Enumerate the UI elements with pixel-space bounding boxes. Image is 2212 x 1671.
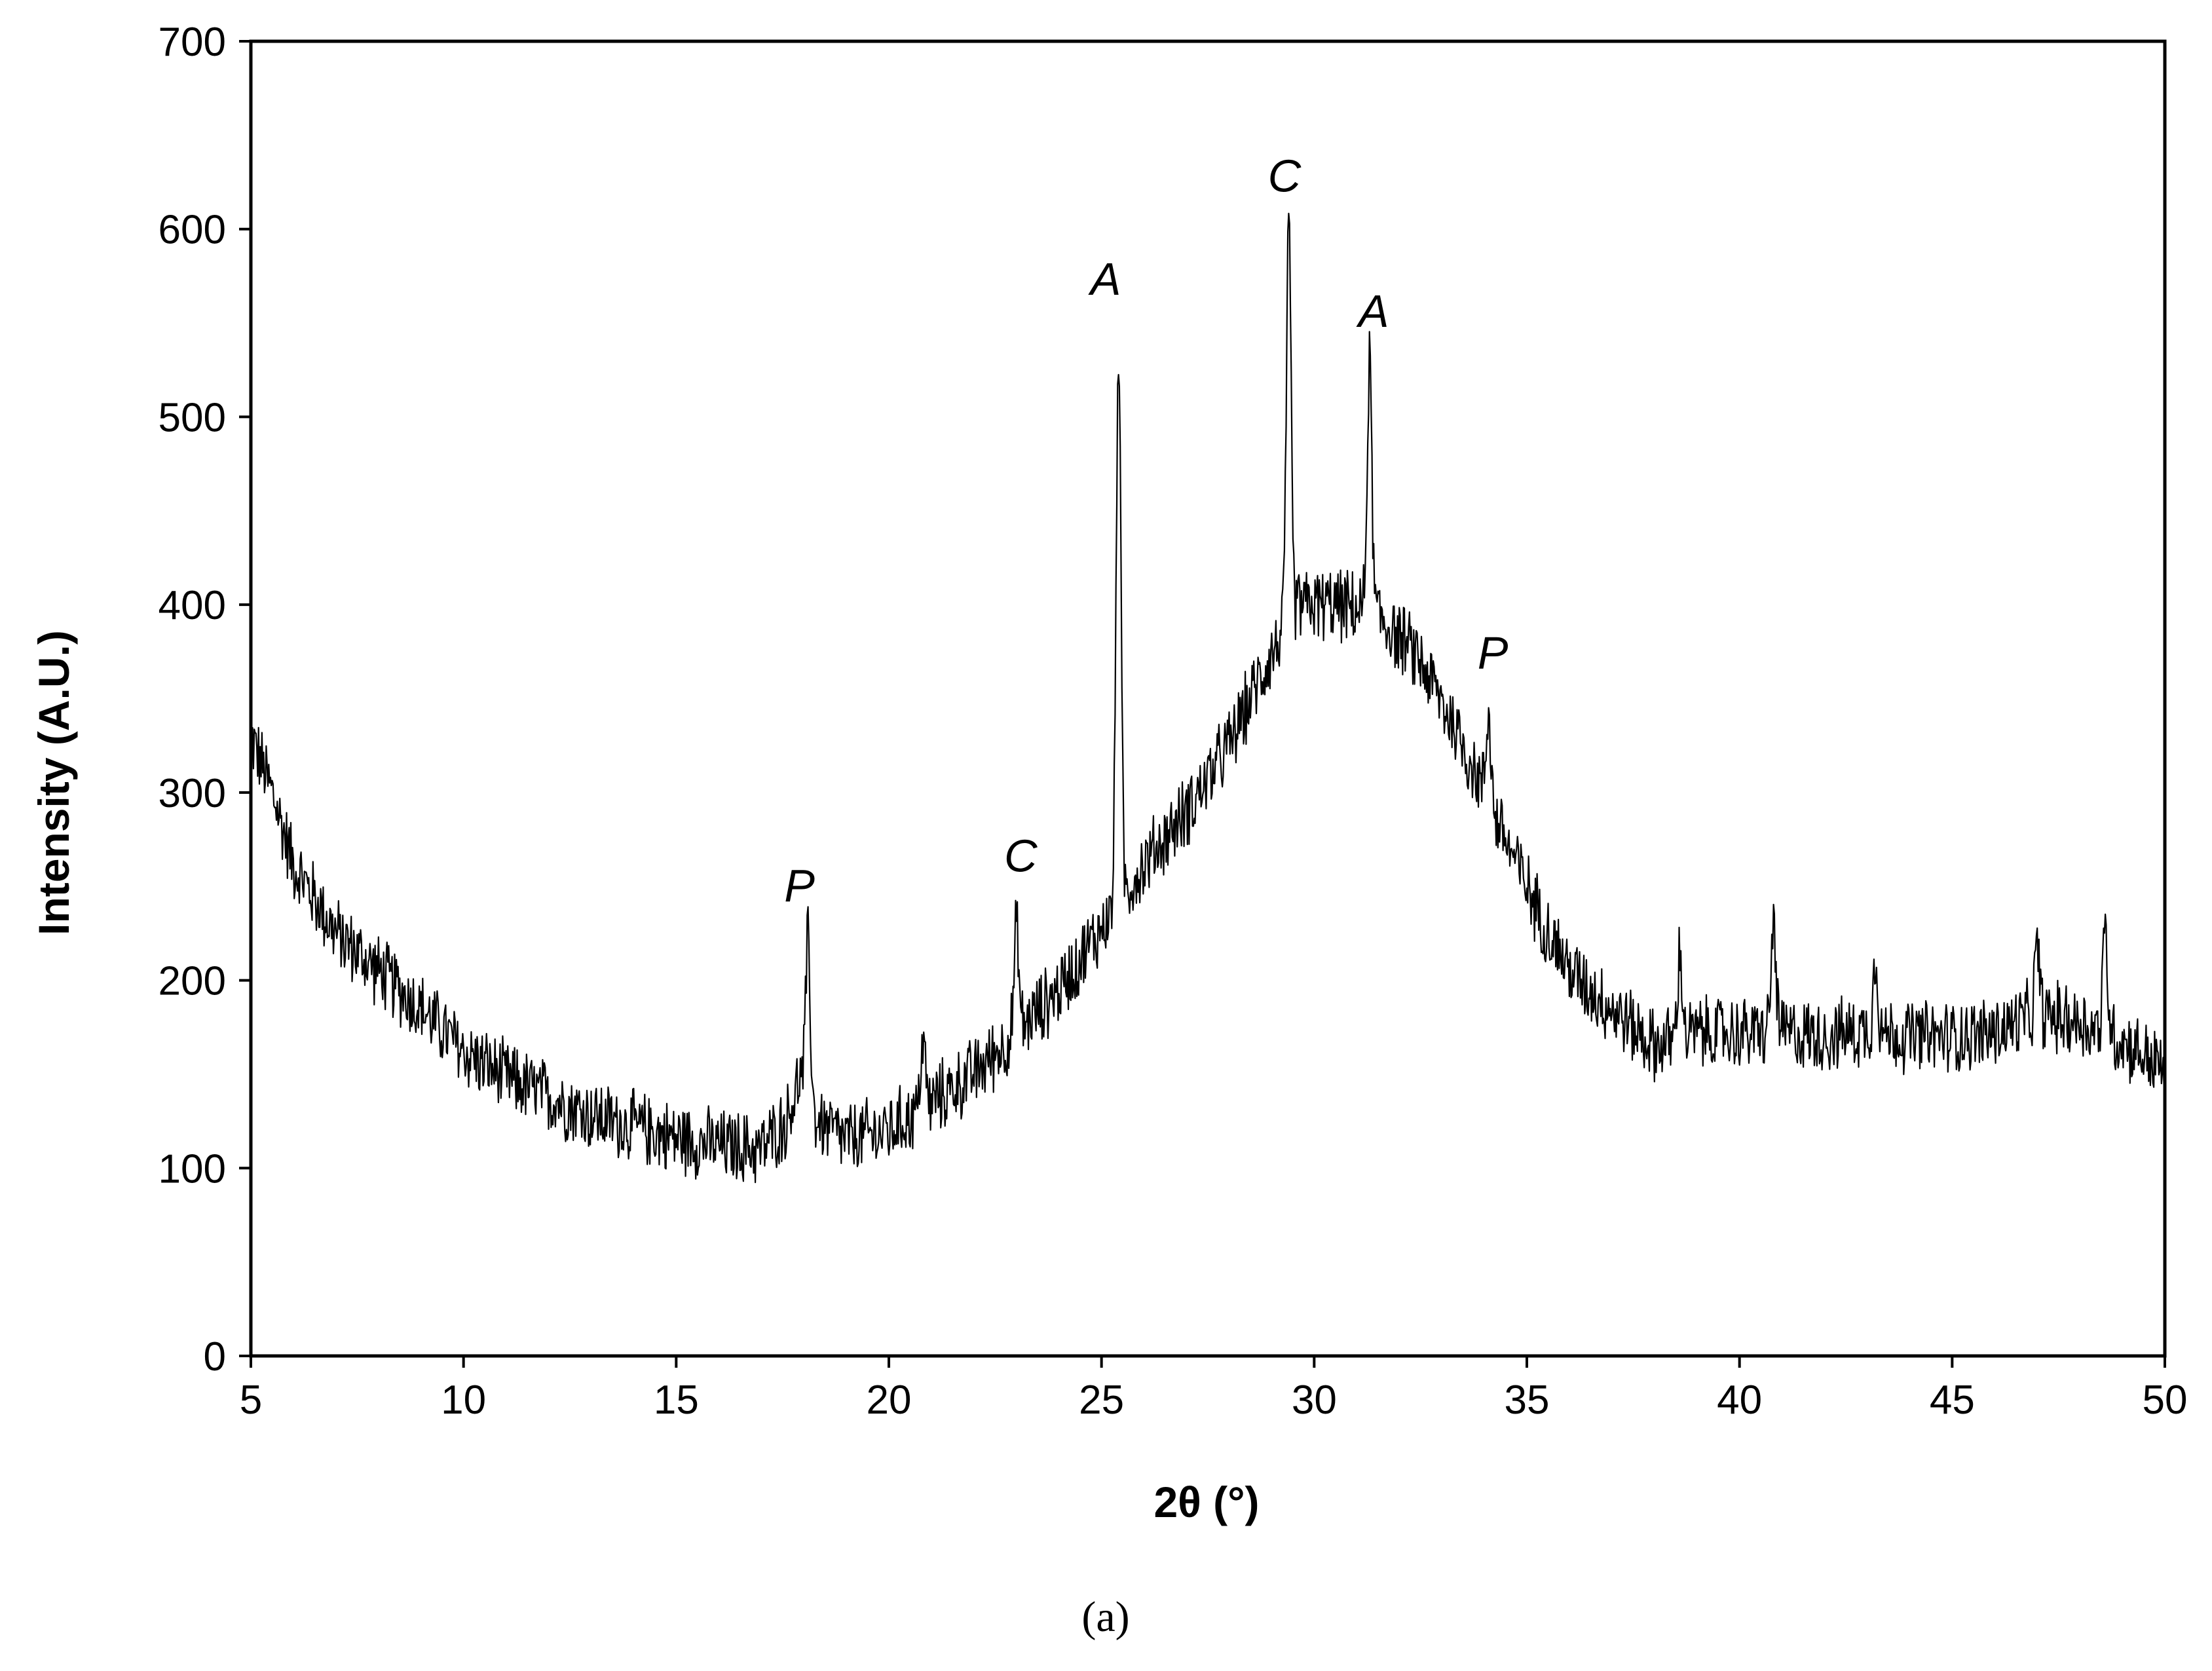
y-tick-label-4: 400	[159, 583, 226, 628]
panel-caption: (a)	[1081, 1593, 1129, 1641]
x-tick-label-0: 5	[240, 1378, 262, 1423]
x-tick-label-8: 45	[1930, 1378, 1975, 1423]
y-tick-label-0: 0	[204, 1334, 226, 1380]
peak-label-c-3: C	[1268, 150, 1302, 201]
plot-frame	[249, 39, 2167, 1358]
plot-area	[249, 39, 2167, 1358]
peak-label-p-5: P	[1478, 628, 1509, 679]
x-axis-title: 2θ (°)	[1153, 1478, 1259, 1526]
series-line-intensity	[250, 212, 2166, 1184]
peak-label-p-0: P	[784, 860, 815, 911]
peak-label-a-4: A	[1356, 286, 1389, 337]
peak-label-c-1: C	[1004, 830, 1038, 881]
x-tick-label-9: 50	[2143, 1378, 2188, 1423]
y-tick-label-7: 700	[159, 20, 226, 65]
x-tick-label-1: 10	[441, 1378, 486, 1423]
x-tick-label-7: 40	[1717, 1378, 1762, 1423]
x-tick-label-2: 15	[654, 1378, 699, 1423]
peak-label-a-2: A	[1088, 253, 1121, 305]
x-tick-label-4: 25	[1079, 1378, 1124, 1423]
x-tick-label-6: 35	[1505, 1378, 1550, 1423]
y-tick-label-5: 500	[159, 395, 226, 440]
x-axis-ticks: 5 10 15 20 25 30 35 40 45 50	[240, 1356, 2188, 1423]
x-tick-label-3: 20	[867, 1378, 912, 1423]
peak-annotations: P C A C A P	[784, 150, 1508, 911]
y-axis-ticks: 0 100 200 300 400 500 600 700	[159, 20, 251, 1380]
y-tick-label-6: 600	[159, 208, 226, 253]
x-tick-label-5: 30	[1292, 1378, 1337, 1423]
y-tick-label-3: 300	[159, 771, 226, 816]
y-tick-label-1: 100	[159, 1146, 226, 1192]
y-tick-label-2: 200	[159, 959, 226, 1004]
y-axis-title: Intensity (A.U.)	[29, 630, 78, 935]
